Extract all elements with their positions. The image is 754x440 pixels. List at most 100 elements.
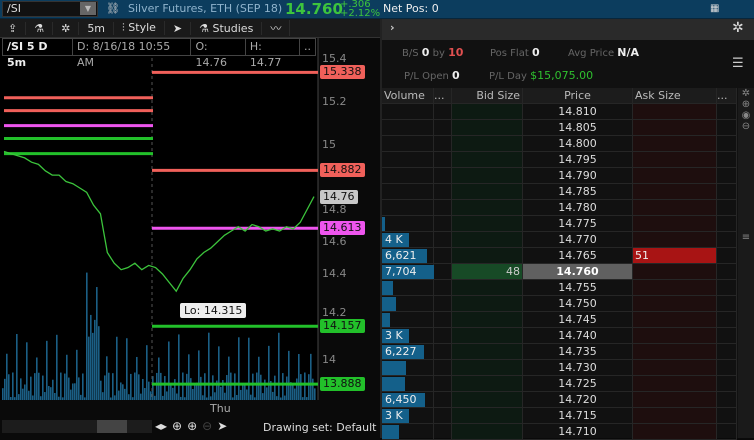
cursor-icon[interactable]: ➤ [165, 21, 192, 35]
zoom-out-icon[interactable]: ⊖ [741, 121, 751, 132]
ask-cell[interactable] [633, 184, 717, 199]
price-chart[interactable] [0, 38, 380, 400]
ask-cell[interactable] [633, 424, 717, 439]
price-cell[interactable]: 14.770 [523, 232, 633, 247]
symbol-input[interactable]: /SI [2, 1, 98, 17]
ladder-row[interactable]: 14.800 [382, 136, 737, 152]
ladder-row[interactable]: 3 K 14.715 [382, 408, 737, 424]
chart-more[interactable]: .. [304, 40, 311, 53]
col-bid-size[interactable]: Bid Size [452, 88, 523, 103]
ladder-row[interactable]: 7,704 48 14.760 [382, 264, 737, 280]
ask-cell[interactable] [633, 296, 717, 311]
ladder-row[interactable]: 6,450 14.720 [382, 392, 737, 408]
price-cell[interactable]: 14.750 [523, 296, 633, 311]
bid-cell[interactable] [452, 376, 523, 391]
pointer-icon[interactable]: ➤ [217, 419, 228, 433]
ask-cell[interactable] [633, 312, 717, 327]
ladder-row[interactable]: 14.775 [382, 216, 737, 232]
ask-cell[interactable] [633, 360, 717, 375]
expand-icon[interactable]: ◂▸ [155, 419, 168, 433]
price-cell[interactable]: 14.760 [523, 264, 633, 279]
bid-cell[interactable] [452, 344, 523, 359]
price-cell[interactable]: 14.735 [523, 344, 633, 359]
share-icon[interactable]: ⇪ [0, 21, 27, 35]
bid-cell[interactable] [452, 280, 523, 295]
ask-cell[interactable] [633, 280, 717, 295]
studies-button[interactable]: ⚗ Studies [191, 21, 263, 35]
price-cell[interactable]: 14.730 [523, 360, 633, 375]
zoom-in-icon[interactable]: ⊕ [187, 419, 198, 433]
drawing-set[interactable]: Drawing set: Default [263, 421, 377, 434]
ask-cell[interactable]: 51 [633, 248, 717, 263]
drawing-icon[interactable]: 〰 [262, 20, 291, 36]
column-gear-icon[interactable]: ✲ [741, 88, 751, 99]
price-cell[interactable]: 14.755 [523, 280, 633, 295]
expand-arrow-icon[interactable]: › [390, 21, 395, 34]
horizontal-scrollbar[interactable] [2, 420, 152, 433]
settings-gear-icon[interactable]: ✲ [732, 20, 744, 36]
bid-cell[interactable] [452, 104, 523, 119]
bid-cell[interactable] [452, 296, 523, 311]
bid-cell[interactable] [452, 328, 523, 343]
bid-cell[interactable] [452, 232, 523, 247]
col-more-left[interactable]: ... [434, 88, 452, 103]
bid-cell[interactable] [452, 408, 523, 423]
ask-cell[interactable] [633, 152, 717, 167]
ladder-row[interactable]: 14.790 [382, 168, 737, 184]
price-cell[interactable]: 14.795 [523, 152, 633, 167]
ask-cell[interactable] [633, 136, 717, 151]
ladder-row[interactable]: 14.745 [382, 312, 737, 328]
price-cell[interactable]: 14.720 [523, 392, 633, 407]
ask-cell[interactable] [633, 216, 717, 231]
ask-cell[interactable] [633, 120, 717, 135]
crosshair-icon[interactable]: ⊕ [172, 419, 183, 433]
interval-button[interactable]: 5m [79, 21, 115, 35]
bid-cell[interactable] [452, 360, 523, 375]
ladder-row[interactable]: 14.785 [382, 184, 737, 200]
ladder-row[interactable]: 14.750 [382, 296, 737, 312]
price-cell[interactable]: 14.710 [523, 424, 633, 439]
symbol-dropdown-icon[interactable]: ▼ [80, 2, 96, 15]
ladder-row[interactable]: 6,227 14.735 [382, 344, 737, 360]
ask-cell[interactable] [633, 408, 717, 423]
scroll-thumb[interactable] [97, 420, 127, 433]
bid-cell[interactable] [452, 312, 523, 327]
link-icon[interactable]: ⛓ [106, 2, 120, 15]
bid-cell[interactable] [452, 168, 523, 183]
center-icon[interactable]: ◉ [741, 110, 751, 121]
price-cell[interactable]: 14.780 [523, 200, 633, 215]
bid-cell[interactable] [452, 136, 523, 151]
col-price[interactable]: Price [523, 88, 633, 103]
ask-cell[interactable] [633, 376, 717, 391]
ladder-row[interactable]: 14.805 [382, 120, 737, 136]
ask-cell[interactable] [633, 328, 717, 343]
price-cell[interactable]: 14.715 [523, 408, 633, 423]
ladder-row[interactable]: 14.795 [382, 152, 737, 168]
ask-cell[interactable] [633, 200, 717, 215]
style-button[interactable]: ⫶ Style [114, 21, 165, 35]
col-ask-size[interactable]: Ask Size [633, 88, 717, 103]
scroll-handle[interactable]: ≡ [741, 232, 751, 243]
ask-cell[interactable] [633, 104, 717, 119]
price-cell[interactable]: 14.740 [523, 328, 633, 343]
ladder-row[interactable]: 14.810 [382, 104, 737, 120]
flask-icon[interactable]: ⚗ [26, 21, 54, 35]
ladder-row[interactable]: 14.780 [382, 200, 737, 216]
ladder-row[interactable]: 14.730 [382, 360, 737, 376]
ask-cell[interactable] [633, 168, 717, 183]
ladder-row[interactable]: 14.725 [382, 376, 737, 392]
bid-cell[interactable] [452, 216, 523, 231]
price-cell[interactable]: 14.765 [523, 248, 633, 263]
zoom-in-icon[interactable]: ⊕ [741, 99, 751, 110]
bid-cell[interactable] [452, 424, 523, 439]
ladder-row[interactable]: 14.755 [382, 280, 737, 296]
bid-cell[interactable] [452, 392, 523, 407]
price-cell[interactable]: 14.800 [523, 136, 633, 151]
price-cell[interactable]: 14.775 [523, 216, 633, 231]
price-cell[interactable]: 14.785 [523, 184, 633, 199]
chart-canvas[interactable] [0, 38, 380, 400]
zoom-out-icon[interactable]: ⊖ [202, 419, 213, 433]
bid-cell[interactable] [452, 248, 523, 263]
col-volume[interactable]: Volume [382, 88, 434, 103]
bid-cell[interactable] [452, 120, 523, 135]
